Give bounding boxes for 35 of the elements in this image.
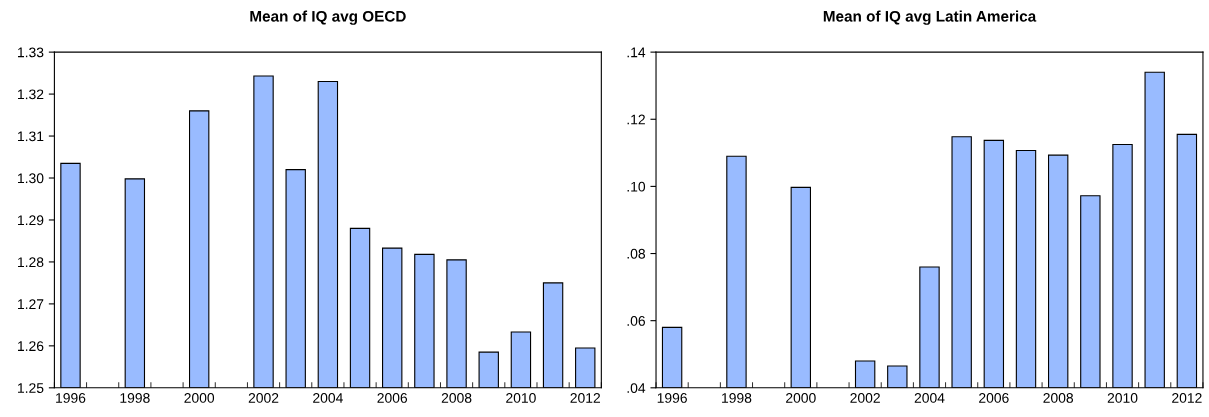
x-tick-label: 2002: [850, 393, 880, 403]
y-tick-label: 1.26: [18, 341, 44, 352]
x-tick-label: 2004: [914, 393, 945, 403]
x-tick-label: 2012: [570, 393, 600, 403]
x-tick-label: 2000: [786, 393, 816, 403]
y-tick-label: 1.30: [18, 173, 44, 184]
y-tick-label: .10: [627, 181, 646, 192]
x-tick-label: 2006: [979, 393, 1009, 403]
x-tick-label: 1998: [722, 393, 752, 403]
y-tick-label: 1.27: [18, 299, 44, 309]
x-tick-label: 2012: [1172, 393, 1202, 403]
x-tick-label: 2004: [313, 393, 343, 403]
chart-title: Mean of IQ avg Latin America: [823, 10, 1037, 25]
y-tick-label: 1.31: [18, 131, 44, 142]
x-tick-label: 2008: [441, 393, 472, 403]
y-tick-label: .08: [627, 248, 646, 259]
y-tick-label: .04: [627, 383, 646, 393]
y-tick-label: 1.29: [18, 215, 44, 226]
y-tick-label: 1.28: [18, 257, 44, 268]
y-tick-label: 1.33: [18, 47, 44, 58]
x-tick-label: 1996: [56, 393, 86, 403]
y-tick-label: .12: [627, 114, 645, 125]
y-tick-label: 1.25: [18, 383, 44, 393]
y-tick-label: 1.32: [18, 89, 44, 100]
x-tick-label: 2010: [1107, 393, 1138, 403]
y-tick-label: .14: [627, 47, 646, 58]
x-tick-label: 2008: [1043, 393, 1074, 403]
chart-title: Mean of IQ avg OECD: [250, 10, 406, 25]
x-tick-label: 1998: [120, 393, 150, 403]
x-tick-label: 2006: [377, 393, 408, 403]
x-tick-label: 2002: [248, 393, 279, 403]
y-tick-label: .06: [627, 316, 645, 326]
x-tick-label: 2000: [184, 393, 215, 403]
x-tick-label: 1996: [657, 393, 687, 403]
x-tick-label: 2010: [506, 393, 536, 403]
